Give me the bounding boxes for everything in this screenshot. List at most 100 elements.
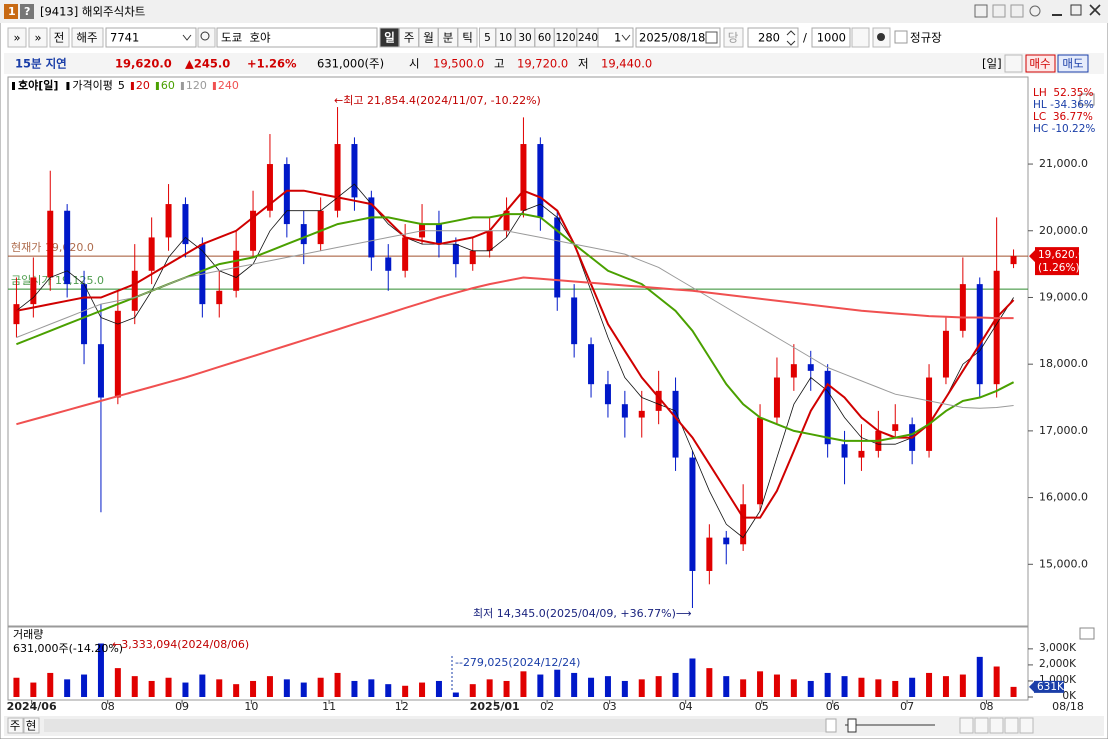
y-tick-label: 19,000.0 [1039,290,1088,303]
date-input[interactable] [635,27,721,48]
dropdown-arrow[interactable] [182,34,192,41]
candle-body [942,330,949,378]
volume-bar [723,676,730,697]
x-tick-label: 03 [603,700,617,713]
candle-body [148,237,155,271]
count-input[interactable] [747,27,799,48]
footer-button[interactable] [23,717,40,734]
next-button[interactable] [989,717,1004,734]
volume-bar [165,677,172,697]
high-annotation: ←최고 21,854.4(2024/11/07, -10.22%) [334,94,541,107]
candle-body [385,257,392,271]
candle-body [790,364,797,378]
volume-bar [13,677,20,697]
candle-body [926,377,933,451]
legend-label: 120 [186,79,207,92]
candle-body [689,457,696,571]
calendar-icon[interactable] [705,31,718,44]
candle-body [858,450,865,458]
spin-button[interactable] [786,30,796,46]
scroll-track[interactable] [44,719,834,732]
prev-button[interactable] [49,27,70,48]
config-button[interactable] [1004,54,1023,73]
code-text: 7741 [110,31,139,45]
settings-icon[interactable] [1029,5,1041,17]
play-button[interactable] [959,717,974,734]
maximize-button[interactable] [1070,4,1082,16]
stat-label: HL -34.36% [1033,99,1094,111]
code-input[interactable] [105,27,197,48]
close-button[interactable] [1089,4,1101,16]
y-tick-label: 0K [1062,690,1077,702]
pane-button[interactable] [1079,627,1095,640]
footer-button[interactable] [7,717,24,734]
settings-icon [877,33,885,41]
candle-body [706,537,713,571]
dropdown-arrow[interactable] [621,34,631,41]
last-date-label: 08/18 [1052,700,1084,713]
session-checkbox[interactable] [894,30,908,44]
window-icon[interactable] [1010,4,1024,18]
pause-button[interactable] [974,717,989,734]
toolbar: » » 전 해주 7741 도쿄 호야 일 주 월 분 틱 5 10 30 60 120 240 1… [7,27,942,48]
stat-label: LH 52.35% [1033,87,1093,99]
chart-title: 호야[일] [18,78,58,92]
price-tag-value: 19,620.0 [1038,249,1085,261]
current-label: 당 [728,31,739,45]
sell-button[interactable] [1057,54,1089,73]
volume-max-annotation: ←3,333,094(2024/08/06) [112,638,249,651]
buy-button[interactable] [1025,54,1056,73]
nav-button[interactable] [7,27,27,48]
candle-body [30,277,37,305]
scroll-arrow[interactable] [825,718,837,733]
candle-body [435,224,442,245]
moving-average-line [16,230,1014,409]
volume-bar [30,682,37,697]
legend-marker [212,82,216,90]
zoom-out-button[interactable] [1019,717,1034,734]
candle-body [47,210,54,278]
volume-bar [283,679,290,697]
candle-body [757,417,764,505]
name-input[interactable] [216,27,378,48]
end-button[interactable] [1004,717,1019,734]
window-icon[interactable] [992,4,1006,18]
period-button[interactable] [457,27,478,48]
max-input[interactable] [811,27,851,48]
y-tick-label: 2,000K [1039,658,1077,670]
zoom-button[interactable] [851,27,870,48]
search-button[interactable] [197,27,216,48]
volume-bar [114,668,121,697]
minute-label: 60 [538,32,551,44]
market-button[interactable] [71,27,104,48]
candle-body [824,370,831,445]
volume-bar [1010,686,1017,697]
window-controls [974,4,1101,18]
volume-bar [486,679,493,697]
window-icon[interactable] [974,4,988,18]
volume-bar [266,676,273,697]
help-icon[interactable] [20,4,34,19]
volume-bar [790,679,797,697]
y-tick-label: 16,000.0 [1039,491,1088,504]
x-tick-label: 09 [175,700,189,713]
current-button[interactable] [723,27,744,48]
unit-input[interactable] [597,27,634,48]
x-tick-label: 04 [679,700,693,713]
candle-body [807,364,814,371]
nav-button[interactable] [28,27,48,48]
pane-button[interactable] [1079,93,1095,106]
candle-body [486,230,493,251]
max-text: 1000 [817,31,846,45]
candle-body [621,404,628,418]
moving-average-line [16,183,1014,539]
help-icon-glyph: ? [24,5,30,18]
candle-body [452,244,459,265]
volume-bar [689,658,696,697]
candle-body [740,504,747,545]
zoom-handle[interactable] [847,718,857,733]
last-price: 19,620.0 [115,57,172,71]
volume-bar [993,666,1000,697]
volume-bar [976,656,983,697]
